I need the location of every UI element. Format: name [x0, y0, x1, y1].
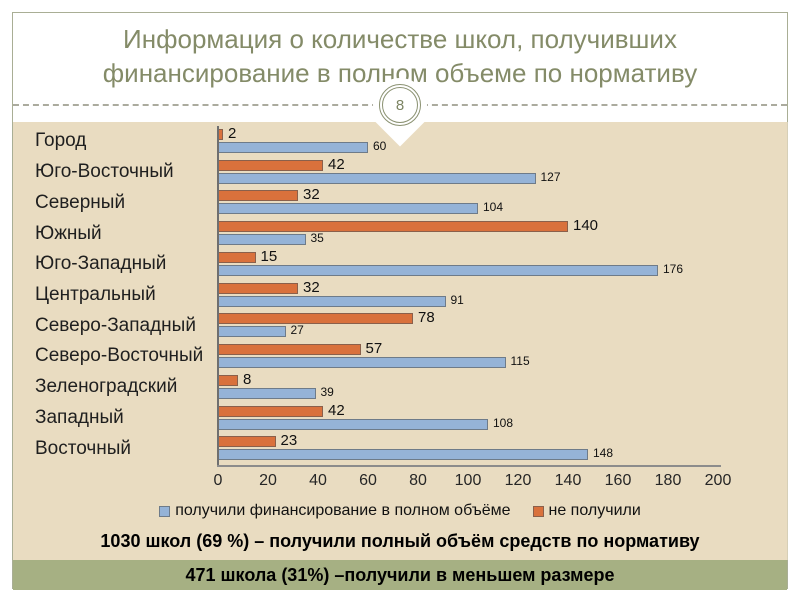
- x-tick-label: 140: [554, 472, 582, 489]
- chart-row: Северо-Западный 78 27: [13, 310, 787, 341]
- bar-received: [218, 264, 658, 276]
- x-tick-label: 120: [504, 472, 532, 489]
- value-label: 104: [483, 200, 504, 215]
- chart-row: Зеленоградский 8 39: [13, 370, 787, 403]
- chart-row: Город 2 60: [13, 126, 787, 157]
- legend-swatch-orange: [532, 505, 544, 517]
- value-label: 78: [418, 309, 435, 327]
- category-label: Северный: [35, 191, 126, 213]
- bar-not-received: [218, 159, 323, 171]
- value-label: 32: [303, 278, 320, 296]
- category-label: Юго-Восточный: [35, 161, 174, 183]
- category-label: Восточный: [35, 437, 132, 459]
- slide-title: Информация о количестве школ, получивших…: [30, 22, 770, 90]
- bar-received: [218, 418, 488, 430]
- category-label: Юго-Западный: [35, 253, 167, 275]
- summary-band: 471 школа (31%) –получили в меньшем разм…: [13, 560, 787, 590]
- value-label: 35: [310, 231, 324, 246]
- bar-not-received: [218, 344, 361, 356]
- bar-received: [218, 203, 478, 215]
- bar-not-received: [218, 251, 256, 263]
- bar-received: [218, 326, 286, 338]
- legend-swatch-blue: [159, 505, 171, 517]
- value-label: 148: [593, 446, 614, 461]
- bar-not-received: [218, 282, 298, 294]
- summary-line-partial: 471 школа (31%) –получили в меньшем разм…: [185, 564, 615, 585]
- bar-received: [218, 172, 536, 184]
- bar-not-received: [218, 313, 413, 325]
- chart-panel: Город 2 60 Юго-Восточный 42 127 Северный 32 104 Ю…: [13, 122, 788, 560]
- slide-title-line2: финансирование в полном объеме по нормат…: [102, 58, 698, 88]
- chart-row: Северо-Восточный 57 115: [13, 341, 787, 372]
- value-label: 8: [243, 370, 252, 388]
- bar-received: [218, 295, 446, 307]
- chart-row: Западный 42 108: [13, 401, 787, 434]
- bar-not-received: [218, 221, 568, 233]
- value-label: 23: [280, 432, 298, 450]
- x-axis-ticks: 0 20 40 60 80 100 120 140 160 180 200: [13, 472, 787, 492]
- x-tick-label: 80: [409, 472, 427, 489]
- value-label: 42: [328, 401, 345, 419]
- bar-received: [218, 449, 588, 461]
- x-tick-label: 40: [309, 472, 327, 489]
- legend-item-not: не получили: [532, 502, 641, 520]
- value-label: 115: [510, 354, 530, 369]
- bar-not-received: [218, 436, 276, 448]
- page-number-badge: 8: [379, 84, 421, 126]
- summary-line-full: 1030 школ (69 %) – получили полный объём…: [100, 531, 700, 551]
- category-label: Северо-Восточный: [35, 345, 204, 367]
- value-label: 108: [493, 415, 514, 430]
- chart-row: Восточный 23 148: [13, 433, 787, 464]
- bar-received: [218, 387, 316, 399]
- value-label: 42: [328, 155, 345, 173]
- category-label: Центральный: [35, 283, 156, 305]
- value-label: 176: [663, 261, 684, 276]
- bar-not-received: [218, 405, 323, 417]
- value-label: 140: [573, 217, 599, 235]
- bar-received: [218, 357, 506, 369]
- chart-row: Северный 32 104: [13, 187, 787, 218]
- y-axis-line: [217, 126, 219, 466]
- chart-legend: получили финансирование в полном объёме …: [13, 502, 787, 520]
- bar-received: [218, 142, 368, 153]
- page-number: 8: [395, 96, 405, 114]
- slide-title-line1: Информация о количестве школ, получивших: [123, 24, 677, 54]
- legend-label-not: не получили: [548, 502, 641, 519]
- legend-item-full: получили финансирование в полном объёме: [159, 502, 511, 520]
- category-label: Западный: [35, 406, 124, 428]
- value-label: 39: [320, 384, 334, 399]
- chart-row: Юго-Восточный 42 127: [13, 155, 787, 188]
- bar-not-received: [218, 190, 298, 202]
- plot-area: Город 2 60 Юго-Восточный 42 127 Северный 32 104 Ю…: [13, 126, 787, 464]
- x-tick-label: 100: [454, 472, 482, 489]
- x-tick-label: 200: [704, 472, 732, 489]
- value-label: 32: [303, 186, 320, 204]
- value-label: 15: [260, 247, 278, 265]
- category-label: Северо-Западный: [35, 314, 196, 336]
- chart-row: Юго-Западный 15 176: [13, 247, 787, 280]
- x-axis-line: [217, 465, 721, 467]
- value-label: 57: [365, 340, 383, 358]
- x-tick-label: 160: [604, 472, 632, 489]
- x-tick-label: 20: [259, 472, 277, 489]
- legend-label-full: получили финансирование в полном объёме: [175, 502, 511, 519]
- bar-received: [218, 234, 306, 246]
- x-tick-label: 0: [213, 472, 223, 489]
- value-label: 91: [450, 292, 464, 307]
- x-tick-label: 60: [359, 472, 377, 489]
- chart-row: Южный 140 35: [13, 218, 787, 249]
- value-label: 60: [373, 139, 387, 153]
- bar-not-received: [218, 374, 238, 386]
- value-label: 2: [228, 125, 237, 142]
- category-label: Город: [35, 130, 87, 152]
- chart-row: Центральный 32 91: [13, 278, 787, 311]
- x-tick-label: 180: [654, 472, 682, 489]
- category-label: Зеленоградский: [35, 376, 178, 398]
- value-label: 127: [540, 169, 561, 184]
- value-label: 27: [290, 323, 304, 338]
- category-label: Южный: [35, 222, 102, 244]
